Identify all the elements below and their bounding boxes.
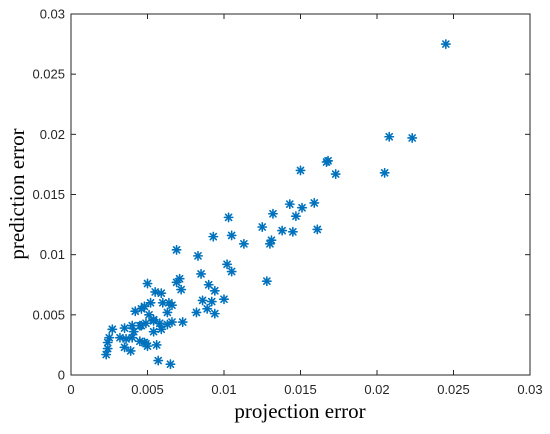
data-point xyxy=(202,303,213,314)
data-point xyxy=(166,300,177,311)
data-point xyxy=(297,202,308,213)
y-tick-label: 0.015 xyxy=(32,187,65,202)
data-point xyxy=(114,332,125,343)
data-point xyxy=(162,319,173,330)
data-point xyxy=(226,230,237,241)
data-point xyxy=(150,286,161,297)
y-tick-label: 0.01 xyxy=(40,247,65,262)
y-tick-label: 0.025 xyxy=(32,67,65,82)
x-tick-label: 0 xyxy=(67,382,74,397)
data-point xyxy=(144,309,155,320)
data-point xyxy=(142,278,153,289)
data-point xyxy=(162,307,173,318)
data-point xyxy=(290,211,301,222)
y-tick-label: 0.02 xyxy=(40,127,65,142)
data-point xyxy=(153,355,164,366)
data-point xyxy=(309,197,320,208)
data-point xyxy=(151,339,162,350)
data-point xyxy=(208,231,219,242)
data-point xyxy=(171,277,182,288)
y-tick-label: 0.03 xyxy=(40,7,65,22)
data-point xyxy=(222,259,233,270)
data-point xyxy=(379,167,390,178)
data-point xyxy=(101,349,112,360)
data-point xyxy=(176,284,187,295)
data-point xyxy=(440,39,451,50)
data-point xyxy=(125,345,136,356)
data-point xyxy=(287,226,298,237)
data-point xyxy=(407,132,418,143)
data-point xyxy=(127,332,138,343)
data-point xyxy=(238,238,249,249)
data-point xyxy=(128,326,139,337)
data-point xyxy=(206,296,217,307)
axis-ticks xyxy=(70,13,531,376)
data-point xyxy=(192,250,203,261)
data-point xyxy=(119,323,130,334)
data-point xyxy=(165,359,176,370)
data-point xyxy=(321,157,332,168)
data-point xyxy=(107,324,118,335)
x-axis-title: projection error xyxy=(234,399,365,423)
data-point xyxy=(121,333,132,344)
data-point xyxy=(177,317,188,328)
data-point xyxy=(134,320,145,331)
data-point xyxy=(148,326,159,337)
data-point xyxy=(312,224,323,235)
y-tick-label: 0.005 xyxy=(32,307,65,322)
y-axis-title: prediction error xyxy=(5,128,29,259)
x-tick-label: 0.02 xyxy=(364,382,389,397)
y-tick-labels: 0 0.005 0.01 0.015 0.02 0.025 0.03 xyxy=(32,7,65,383)
data-point xyxy=(261,276,272,287)
y-tick-label: 0 xyxy=(58,368,65,383)
data-point xyxy=(156,324,167,335)
x-tick-labels: 0 0.005 0.01 0.015 0.02 0.025 0.03 xyxy=(67,382,542,397)
data-point xyxy=(295,165,306,176)
data-point xyxy=(219,294,229,305)
data-point xyxy=(384,131,395,142)
data-point xyxy=(191,307,202,318)
data-point xyxy=(148,315,159,326)
x-tick-label: 0.01 xyxy=(211,382,236,397)
x-tick-label: 0.015 xyxy=(284,382,317,397)
data-point xyxy=(142,341,153,352)
data-point xyxy=(209,308,220,319)
data-point xyxy=(136,303,147,314)
data-point xyxy=(197,295,208,306)
data-point xyxy=(264,238,275,249)
data-point xyxy=(102,343,113,354)
data-point xyxy=(104,332,115,343)
data-point xyxy=(226,266,237,277)
data-point xyxy=(156,288,167,299)
data-point xyxy=(223,212,234,223)
data-point xyxy=(330,169,341,180)
data-point xyxy=(145,297,156,308)
data-point xyxy=(267,208,278,219)
data-point xyxy=(277,225,288,236)
x-tick-label: 0.005 xyxy=(131,382,164,397)
data-point xyxy=(257,221,268,232)
data-point xyxy=(203,279,214,290)
data-point xyxy=(209,285,220,296)
data-point xyxy=(284,199,295,210)
data-point xyxy=(171,244,182,255)
data-points xyxy=(101,39,451,370)
x-tick-label: 0.03 xyxy=(517,382,542,397)
x-tick-label: 0.025 xyxy=(437,382,470,397)
data-point xyxy=(196,268,207,279)
